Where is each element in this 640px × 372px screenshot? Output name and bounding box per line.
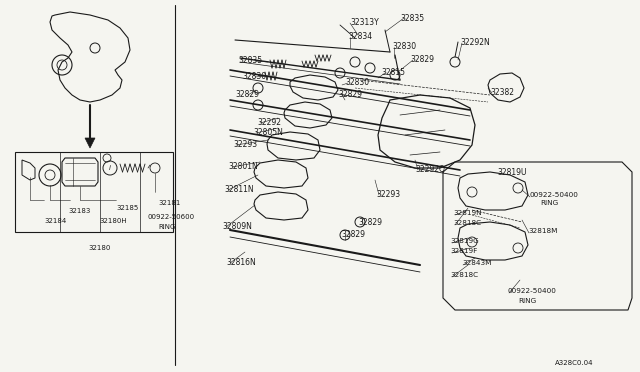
- Text: 32180: 32180: [88, 245, 110, 251]
- Text: 32834: 32834: [348, 32, 372, 41]
- Text: RING: RING: [158, 224, 175, 230]
- Text: 32819N: 32819N: [453, 210, 482, 216]
- Text: 32818C: 32818C: [450, 272, 478, 278]
- Text: 32835: 32835: [400, 14, 424, 23]
- Text: A328C0.04: A328C0.04: [555, 360, 593, 366]
- Text: 00922-50400: 00922-50400: [508, 288, 557, 294]
- Text: 32815: 32815: [381, 68, 405, 77]
- Text: 32819G: 32819G: [450, 238, 479, 244]
- Polygon shape: [85, 138, 95, 148]
- Text: 32811N: 32811N: [224, 185, 253, 194]
- Text: 32185: 32185: [116, 205, 138, 211]
- Text: 32292: 32292: [257, 118, 281, 127]
- Text: 32313Y: 32313Y: [350, 18, 379, 27]
- Text: 32292Q: 32292Q: [415, 165, 445, 174]
- Text: 32818C: 32818C: [453, 220, 481, 226]
- Text: 32843M: 32843M: [462, 260, 492, 266]
- Text: 32829: 32829: [358, 218, 382, 227]
- Text: 32829: 32829: [341, 230, 365, 239]
- Text: 32293: 32293: [376, 190, 400, 199]
- Text: 32830: 32830: [392, 42, 416, 51]
- Text: 00922-50600: 00922-50600: [148, 214, 195, 220]
- Text: 32181: 32181: [158, 200, 180, 206]
- Text: 32819F: 32819F: [450, 248, 477, 254]
- Text: 32292N: 32292N: [460, 38, 490, 47]
- Text: 32293: 32293: [233, 140, 257, 149]
- Text: 32801N: 32801N: [228, 162, 258, 171]
- Text: 32183: 32183: [68, 208, 90, 214]
- Text: i: i: [109, 165, 111, 171]
- Text: 32830: 32830: [345, 78, 369, 87]
- Text: 32805N: 32805N: [253, 128, 283, 137]
- Text: 32829: 32829: [235, 90, 259, 99]
- Text: 32809N: 32809N: [222, 222, 252, 231]
- Text: 32830: 32830: [242, 72, 266, 81]
- Text: 32829: 32829: [338, 90, 362, 99]
- Text: 32184: 32184: [44, 218, 67, 224]
- Text: RING: RING: [518, 298, 536, 304]
- Text: RING: RING: [540, 200, 558, 206]
- Text: 32835: 32835: [238, 56, 262, 65]
- Text: 32816N: 32816N: [226, 258, 256, 267]
- Text: 32829: 32829: [410, 55, 434, 64]
- Text: 32818M: 32818M: [528, 228, 557, 234]
- Text: 32819U: 32819U: [497, 168, 527, 177]
- Bar: [15, 152, 173, 232]
- Text: 32382: 32382: [490, 88, 514, 97]
- Text: 32180H: 32180H: [99, 218, 127, 224]
- Text: 00922-50400: 00922-50400: [530, 192, 579, 198]
